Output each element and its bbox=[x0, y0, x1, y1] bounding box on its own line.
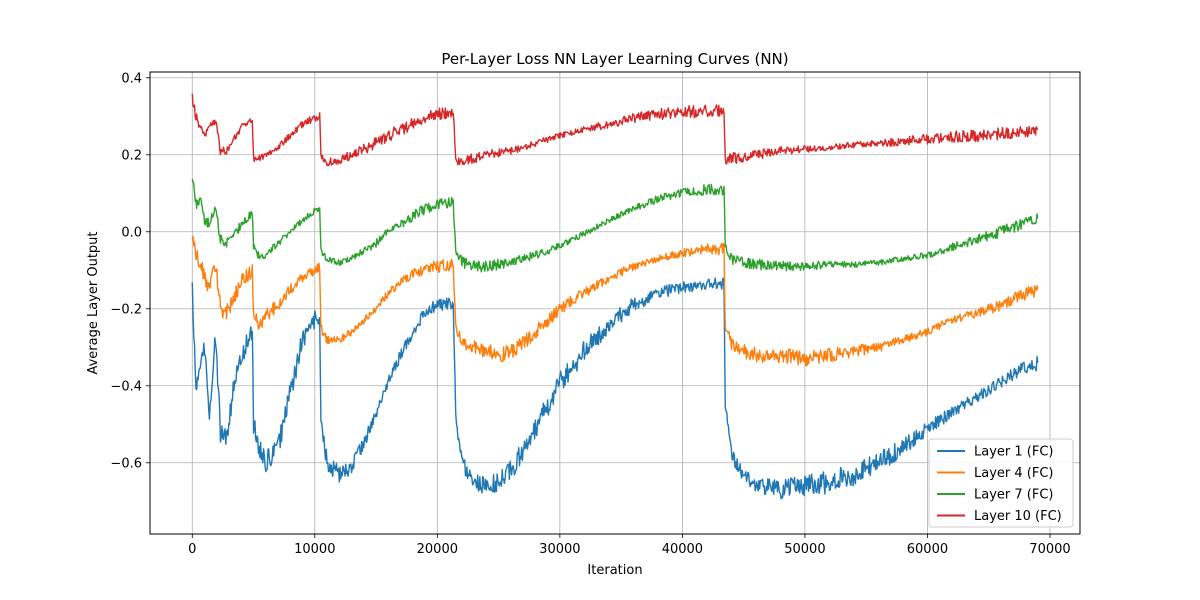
grid bbox=[150, 72, 1080, 534]
x-tick-label: 20000 bbox=[417, 542, 458, 557]
y-tick-label: 0.2 bbox=[121, 148, 142, 163]
x-tick-label: 30000 bbox=[539, 542, 580, 557]
y-axis-label: Average Layer Output bbox=[86, 231, 101, 374]
series-line-3 bbox=[191, 178, 1039, 273]
chart-title: Per-Layer Loss NN Layer Learning Curves … bbox=[441, 50, 788, 68]
x-tick-label: 60000 bbox=[907, 542, 948, 557]
x-axis-ticks: 0 10000 20000 30000 40000 50000 60000 70000 bbox=[188, 534, 1071, 557]
y-axis-ticks: −0.6 −0.4 −0.2 0.0 0.2 0.4 bbox=[110, 71, 150, 471]
plot-area bbox=[191, 93, 1039, 500]
x-tick-label: 70000 bbox=[1029, 542, 1070, 557]
series-line-1 bbox=[191, 277, 1039, 500]
x-tick-label: 40000 bbox=[662, 542, 703, 557]
legend-label: Layer 4 (FC) bbox=[974, 466, 1053, 481]
y-tick-label: −0.6 bbox=[110, 456, 142, 471]
legend-label: Layer 7 (FC) bbox=[974, 488, 1053, 503]
x-tick-label: 50000 bbox=[784, 542, 825, 557]
legend-label: Layer 1 (FC) bbox=[974, 445, 1053, 460]
x-axis-label: Iteration bbox=[587, 563, 642, 578]
x-tick-label: 10000 bbox=[294, 542, 335, 557]
plot-frame bbox=[149, 71, 1081, 535]
y-tick-label: 0.4 bbox=[121, 71, 142, 86]
series-layer bbox=[191, 93, 1039, 500]
y-tick-label: −0.4 bbox=[110, 379, 142, 394]
y-tick-label: 0.0 bbox=[121, 225, 142, 240]
series-line-2 bbox=[191, 235, 1039, 367]
legend: Layer 1 (FC) Layer 4 (FC) Layer 7 (FC) Laye… bbox=[928, 438, 1074, 528]
x-tick-label: 0 bbox=[188, 542, 196, 557]
y-tick-label: −0.2 bbox=[110, 302, 142, 317]
legend-box bbox=[928, 438, 1074, 528]
legend-label: Layer 10 (FC) bbox=[974, 509, 1062, 524]
series-line-4 bbox=[191, 93, 1039, 167]
